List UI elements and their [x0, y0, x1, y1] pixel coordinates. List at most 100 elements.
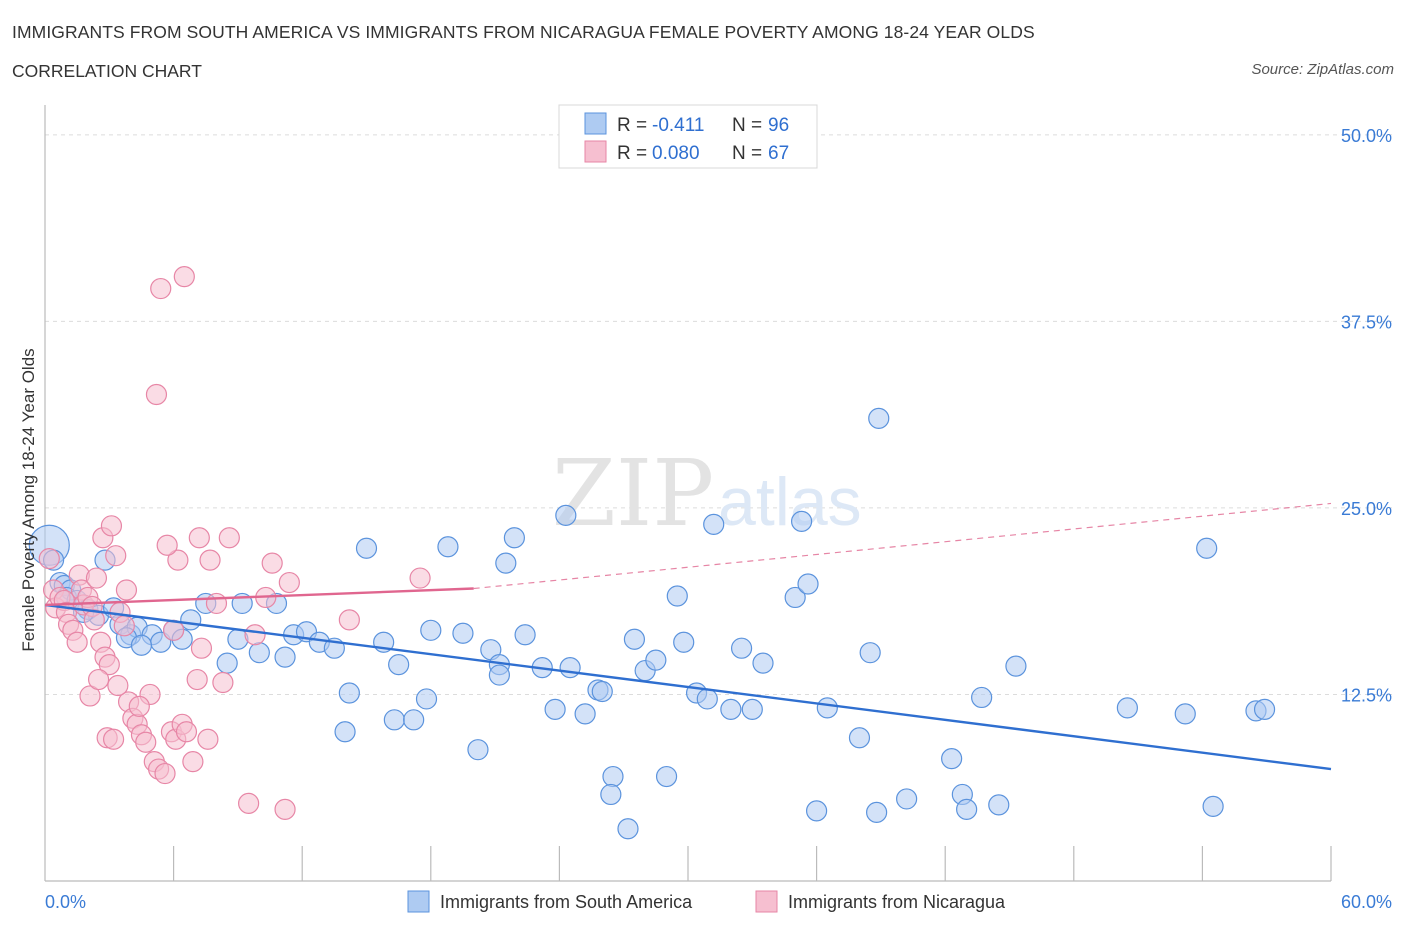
south-america-point	[437, 536, 459, 558]
nicaragua-point	[188, 527, 210, 549]
nicaragua-point	[190, 637, 213, 659]
south-america-point	[790, 510, 813, 532]
chart-subtitle: CORRELATION CHART	[12, 61, 202, 81]
nicaragua-point	[274, 798, 296, 820]
source-label: Source: ZipAtlas.com	[1251, 61, 1394, 78]
trend-line-south-america	[44, 603, 1332, 771]
nicaragua-point	[167, 549, 189, 571]
nicaragua-point	[150, 277, 172, 300]
south-america-point	[645, 649, 667, 671]
south-america-point	[1196, 537, 1218, 559]
south-america-point	[403, 709, 425, 731]
y-tick-label-1: 25.0%	[1341, 499, 1392, 519]
south-america-point	[600, 783, 622, 806]
south-america-point	[720, 698, 742, 720]
south-america-point	[574, 703, 596, 725]
nicaragua-point	[212, 671, 234, 694]
south-america-point	[617, 818, 639, 840]
watermark-zip: ZIP	[552, 440, 714, 547]
nicaragua-point	[238, 792, 260, 815]
south-america-point	[703, 513, 725, 535]
trend-lines	[44, 502, 1332, 771]
y-tick-label-3: 50.0%	[1341, 126, 1392, 146]
axes	[44, 105, 1332, 882]
nicaragua-point	[218, 527, 240, 549]
south-america-point	[655, 765, 678, 788]
legend-n-value-1: 96	[768, 115, 789, 136]
nicaragua-point	[87, 668, 110, 691]
south-america-point	[180, 609, 202, 631]
nicaragua-point	[115, 579, 138, 601]
south-america-point	[1174, 703, 1196, 725]
y-tick-labels: 12.5% 25.0% 37.5% 50.0%	[1341, 126, 1392, 706]
south-america-point	[130, 634, 153, 656]
nicaragua-point	[173, 266, 195, 288]
series-legend: Immigrants from South America Immigrants…	[407, 890, 1006, 913]
south-america-point	[488, 664, 510, 686]
nicaragua-point	[100, 515, 123, 537]
south-america-point	[666, 585, 688, 607]
south-america-point	[805, 800, 828, 822]
south-america-point	[784, 586, 806, 609]
nicaragua-point	[409, 567, 431, 589]
nicaragua-point	[156, 534, 178, 556]
south-america-point	[503, 527, 525, 549]
trend-line-nicaragua	[44, 587, 474, 607]
south-america-point	[1005, 655, 1027, 677]
south-america-point	[544, 698, 566, 720]
south-america-point	[752, 652, 774, 674]
nicaragua-point	[83, 609, 105, 631]
nicaragua-point	[205, 592, 228, 615]
south-america-point	[216, 652, 238, 674]
trend-line-nicaragua-extension	[473, 502, 1332, 590]
x-tick-label-max: 60.0%	[1341, 892, 1392, 912]
legend-n-label-1: N =	[732, 115, 762, 136]
south-america-point	[866, 801, 888, 823]
nicaragua-point	[186, 668, 208, 691]
nicaragua-point	[278, 571, 300, 594]
south-america-point	[355, 537, 378, 559]
south-america-point	[415, 688, 438, 710]
y-tick-label-2: 37.5%	[1341, 312, 1392, 332]
nicaragua-point	[113, 615, 135, 637]
nicaragua-point	[338, 609, 360, 631]
south-america-point	[896, 788, 918, 810]
south-america-point	[338, 682, 360, 704]
nicaragua-point	[105, 545, 127, 567]
south-america-point	[559, 656, 581, 679]
nicaragua-point	[98, 654, 120, 676]
south-america-point	[334, 721, 356, 743]
legend-r-value-2: 0.080	[652, 143, 700, 164]
nicaragua-point	[199, 549, 221, 571]
y-axis-title: Female Poverty Among 18-24 Year Olds	[19, 348, 38, 651]
y-tick-label-0: 12.5%	[1341, 685, 1392, 705]
nicaragua-point	[154, 762, 176, 785]
nicaragua-point	[244, 624, 266, 646]
nicaragua-point	[79, 685, 101, 707]
south-america-point	[623, 628, 646, 650]
south-america-point	[848, 727, 871, 749]
legend-n-label-2: N =	[732, 143, 762, 164]
south-america-point	[274, 646, 296, 668]
south-america-point	[741, 698, 763, 720]
nicaragua-point	[175, 721, 198, 743]
south-america-point	[816, 697, 838, 719]
south-america-point	[859, 642, 881, 664]
south-america-point	[941, 748, 963, 770]
south-america-point	[467, 739, 489, 761]
series-legend-swatch-blue	[407, 890, 430, 913]
nicaragua-point	[135, 731, 157, 753]
south-america-point	[673, 631, 695, 653]
south-america-point	[420, 619, 442, 641]
south-america-point	[1116, 697, 1138, 719]
south-america-point	[730, 637, 753, 659]
nicaragua-point	[128, 695, 150, 718]
south-america-point	[495, 552, 517, 574]
south-america-point	[797, 573, 819, 595]
legend-r-label-1: R =	[617, 115, 647, 136]
south-america-point	[591, 680, 613, 703]
correlation-legend: R = -0.411 N = 96 R = 0.080 N = 67	[558, 104, 818, 169]
south-america-point	[602, 765, 624, 788]
south-america-point	[248, 642, 270, 664]
nicaragua-point	[261, 552, 283, 574]
